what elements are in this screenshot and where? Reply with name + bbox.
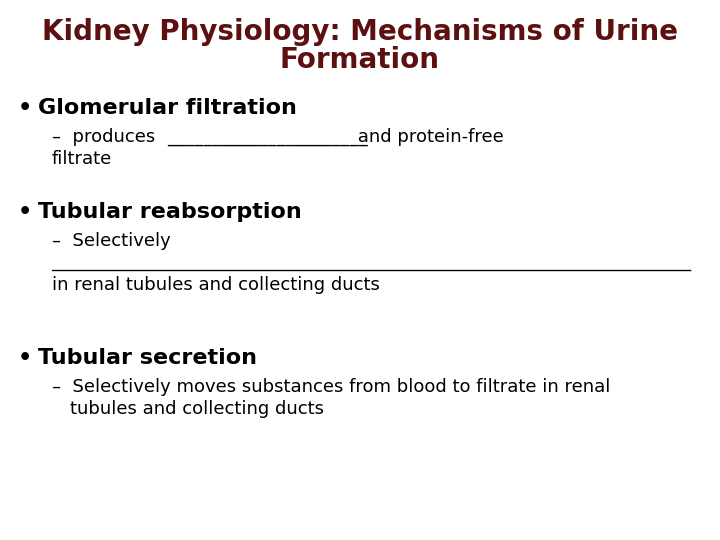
Text: and protein-free: and protein-free <box>352 128 504 146</box>
Text: filtrate: filtrate <box>52 150 112 168</box>
Text: –  produces: – produces <box>52 128 161 146</box>
Text: •: • <box>18 98 32 118</box>
Text: –  Selectively moves substances from blood to filtrate in renal: – Selectively moves substances from bloo… <box>52 378 611 396</box>
Text: Tubular reabsorption: Tubular reabsorption <box>38 202 302 222</box>
Text: tubules and collecting ducts: tubules and collecting ducts <box>70 400 324 418</box>
Text: Kidney Physiology: Mechanisms of Urine: Kidney Physiology: Mechanisms of Urine <box>42 18 678 46</box>
Text: •: • <box>18 202 32 222</box>
Text: Glomerular filtration: Glomerular filtration <box>38 98 297 118</box>
Text: –  Selectively: – Selectively <box>52 232 171 250</box>
Text: in renal tubules and collecting ducts: in renal tubules and collecting ducts <box>52 276 380 294</box>
Text: •: • <box>18 348 32 368</box>
Text: Tubular secretion: Tubular secretion <box>38 348 257 368</box>
Text: ______________________: ______________________ <box>167 128 368 146</box>
Text: Formation: Formation <box>280 46 440 74</box>
